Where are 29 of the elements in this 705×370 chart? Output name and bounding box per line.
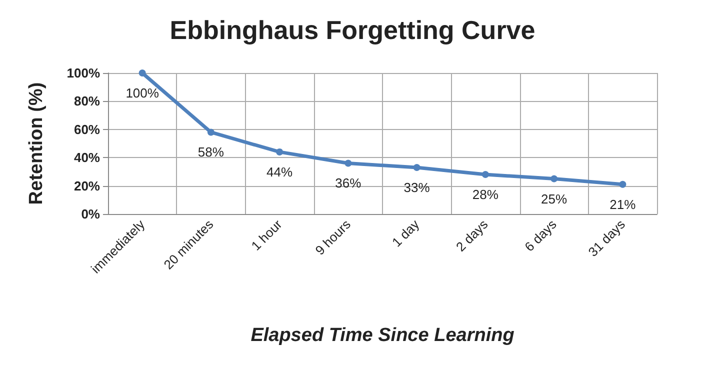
point [413,164,420,171]
point [276,148,284,156]
x-axis-title: Elapsed Time Since Learning [250,325,515,346]
y-axis-title: Retention (%) [26,82,47,205]
point [550,175,558,182]
point [619,180,626,188]
data-label: 44% [266,164,294,180]
point [207,128,214,136]
y-tick-label: 20% [74,178,100,194]
data-label: 25% [541,191,568,206]
y-tick-label: 80% [74,94,100,109]
data-label: 58% [198,144,224,160]
data-label: 36% [335,176,362,191]
y-tick-label: 0% [81,206,100,222]
data-label: 28% [472,187,499,202]
y-tick-label: 100% [66,66,100,80]
y-tick-label: 60% [74,122,100,137]
data-label: 33% [404,180,430,195]
x-tick-label: 31 days [585,216,628,260]
y-tick-label: 40% [74,150,100,166]
chart-title: Ebbinghaus Forgetting Curve [170,15,536,45]
data-label: 100% [126,86,160,100]
x-tick-label: 1 day [389,216,422,250]
point [138,70,146,76]
x-tick-label: 2 days [453,216,492,254]
x-tick-label: 6 days [522,216,560,254]
point [344,160,352,167]
point [482,171,489,178]
data-label: 21% [610,196,636,212]
